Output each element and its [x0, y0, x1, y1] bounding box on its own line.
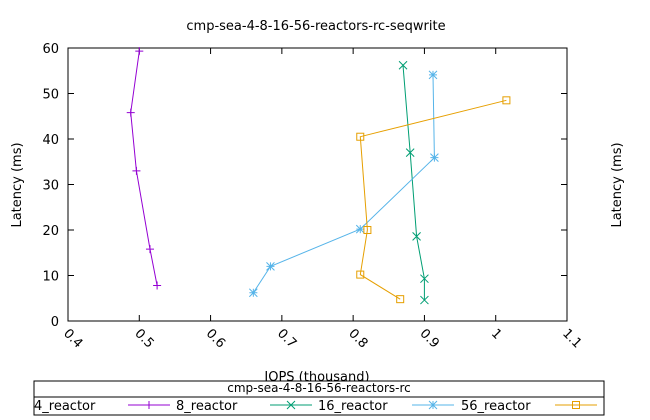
data-point: [356, 270, 365, 279]
data-point: [153, 281, 162, 290]
series-line: [252, 74, 435, 294]
legend-marker: [286, 400, 296, 410]
legend-label: 16_reactor: [318, 399, 388, 414]
y-tick-label: 60: [42, 42, 59, 57]
y-tick-label: 10: [42, 270, 59, 285]
data-point: [430, 153, 439, 163]
data-point: [398, 60, 408, 70]
series-56_reactor: [356, 96, 511, 304]
y-axis: 0 10 20 30 40 50 60: [42, 42, 567, 330]
data-point: [412, 232, 421, 241]
data-point: [420, 274, 429, 284]
x-tick-label: 1.1: [559, 326, 584, 351]
data-point: [356, 132, 365, 141]
legend-marker: [145, 401, 153, 409]
legend-entries: 4_reactor 8_reactor 16_reactor 56_reactor: [34, 399, 597, 414]
data-point: [126, 108, 135, 117]
legend-label: 8_reactor: [176, 399, 238, 414]
y-axis-label: Latency (ms): [10, 142, 25, 227]
series-layer: [126, 47, 511, 305]
data-point: [248, 288, 258, 298]
y-tick-label: 20: [42, 224, 59, 239]
data-point: [502, 96, 511, 105]
legend-marker: [428, 400, 438, 410]
data-point: [145, 245, 154, 254]
y-tick-label: 50: [42, 88, 59, 103]
data-point: [132, 166, 141, 175]
data-point: [266, 262, 275, 271]
data-point: [396, 295, 405, 304]
legend-title: cmp-sea-4-8-16-56-reactors-rc: [227, 381, 411, 395]
x-tick-label: 0.5: [131, 326, 156, 351]
series-16_reactor: [248, 70, 439, 298]
series-line: [402, 65, 425, 301]
data-point: [363, 226, 372, 234]
legend-label: 4_reactor: [34, 399, 96, 414]
legend-marker: [572, 401, 580, 409]
x-axis: 0.4 0.5 0.6 0.7 0.8 0.9 1 1.1: [60, 48, 584, 351]
x-tick-label: 1: [488, 326, 504, 342]
x-tick-label: 0.6: [203, 326, 228, 351]
plot-area: [67, 47, 568, 322]
x-tick-label: 0.4: [60, 326, 85, 351]
chart-title: cmp-sea-4-8-16-56-reactors-rc-seqwrite: [186, 19, 445, 34]
legend-box: [33, 380, 605, 416]
series-4_reactor: [126, 47, 162, 290]
data-point: [135, 47, 144, 56]
x-tick-label: 0.8: [345, 326, 370, 351]
series-line: [359, 99, 507, 300]
legend-label: 56_reactor: [461, 399, 531, 414]
data-point: [420, 295, 429, 305]
data-point: [355, 224, 365, 234]
y-tick-label: 0: [51, 315, 59, 330]
series-8_reactor: [398, 60, 429, 305]
data-point: [405, 148, 415, 158]
y-tick-label: 40: [42, 133, 59, 148]
x-tick-label: 0.9: [417, 326, 442, 351]
y-tick-label: 30: [42, 179, 59, 194]
y2-axis-label: Latency (ms): [610, 142, 625, 227]
x-tick-label: 0.7: [274, 326, 299, 351]
legend: cmp-sea-4-8-16-56-reactors-rc 4_reactor 8…: [33, 380, 605, 416]
series-line: [130, 51, 158, 286]
data-point: [428, 70, 438, 80]
